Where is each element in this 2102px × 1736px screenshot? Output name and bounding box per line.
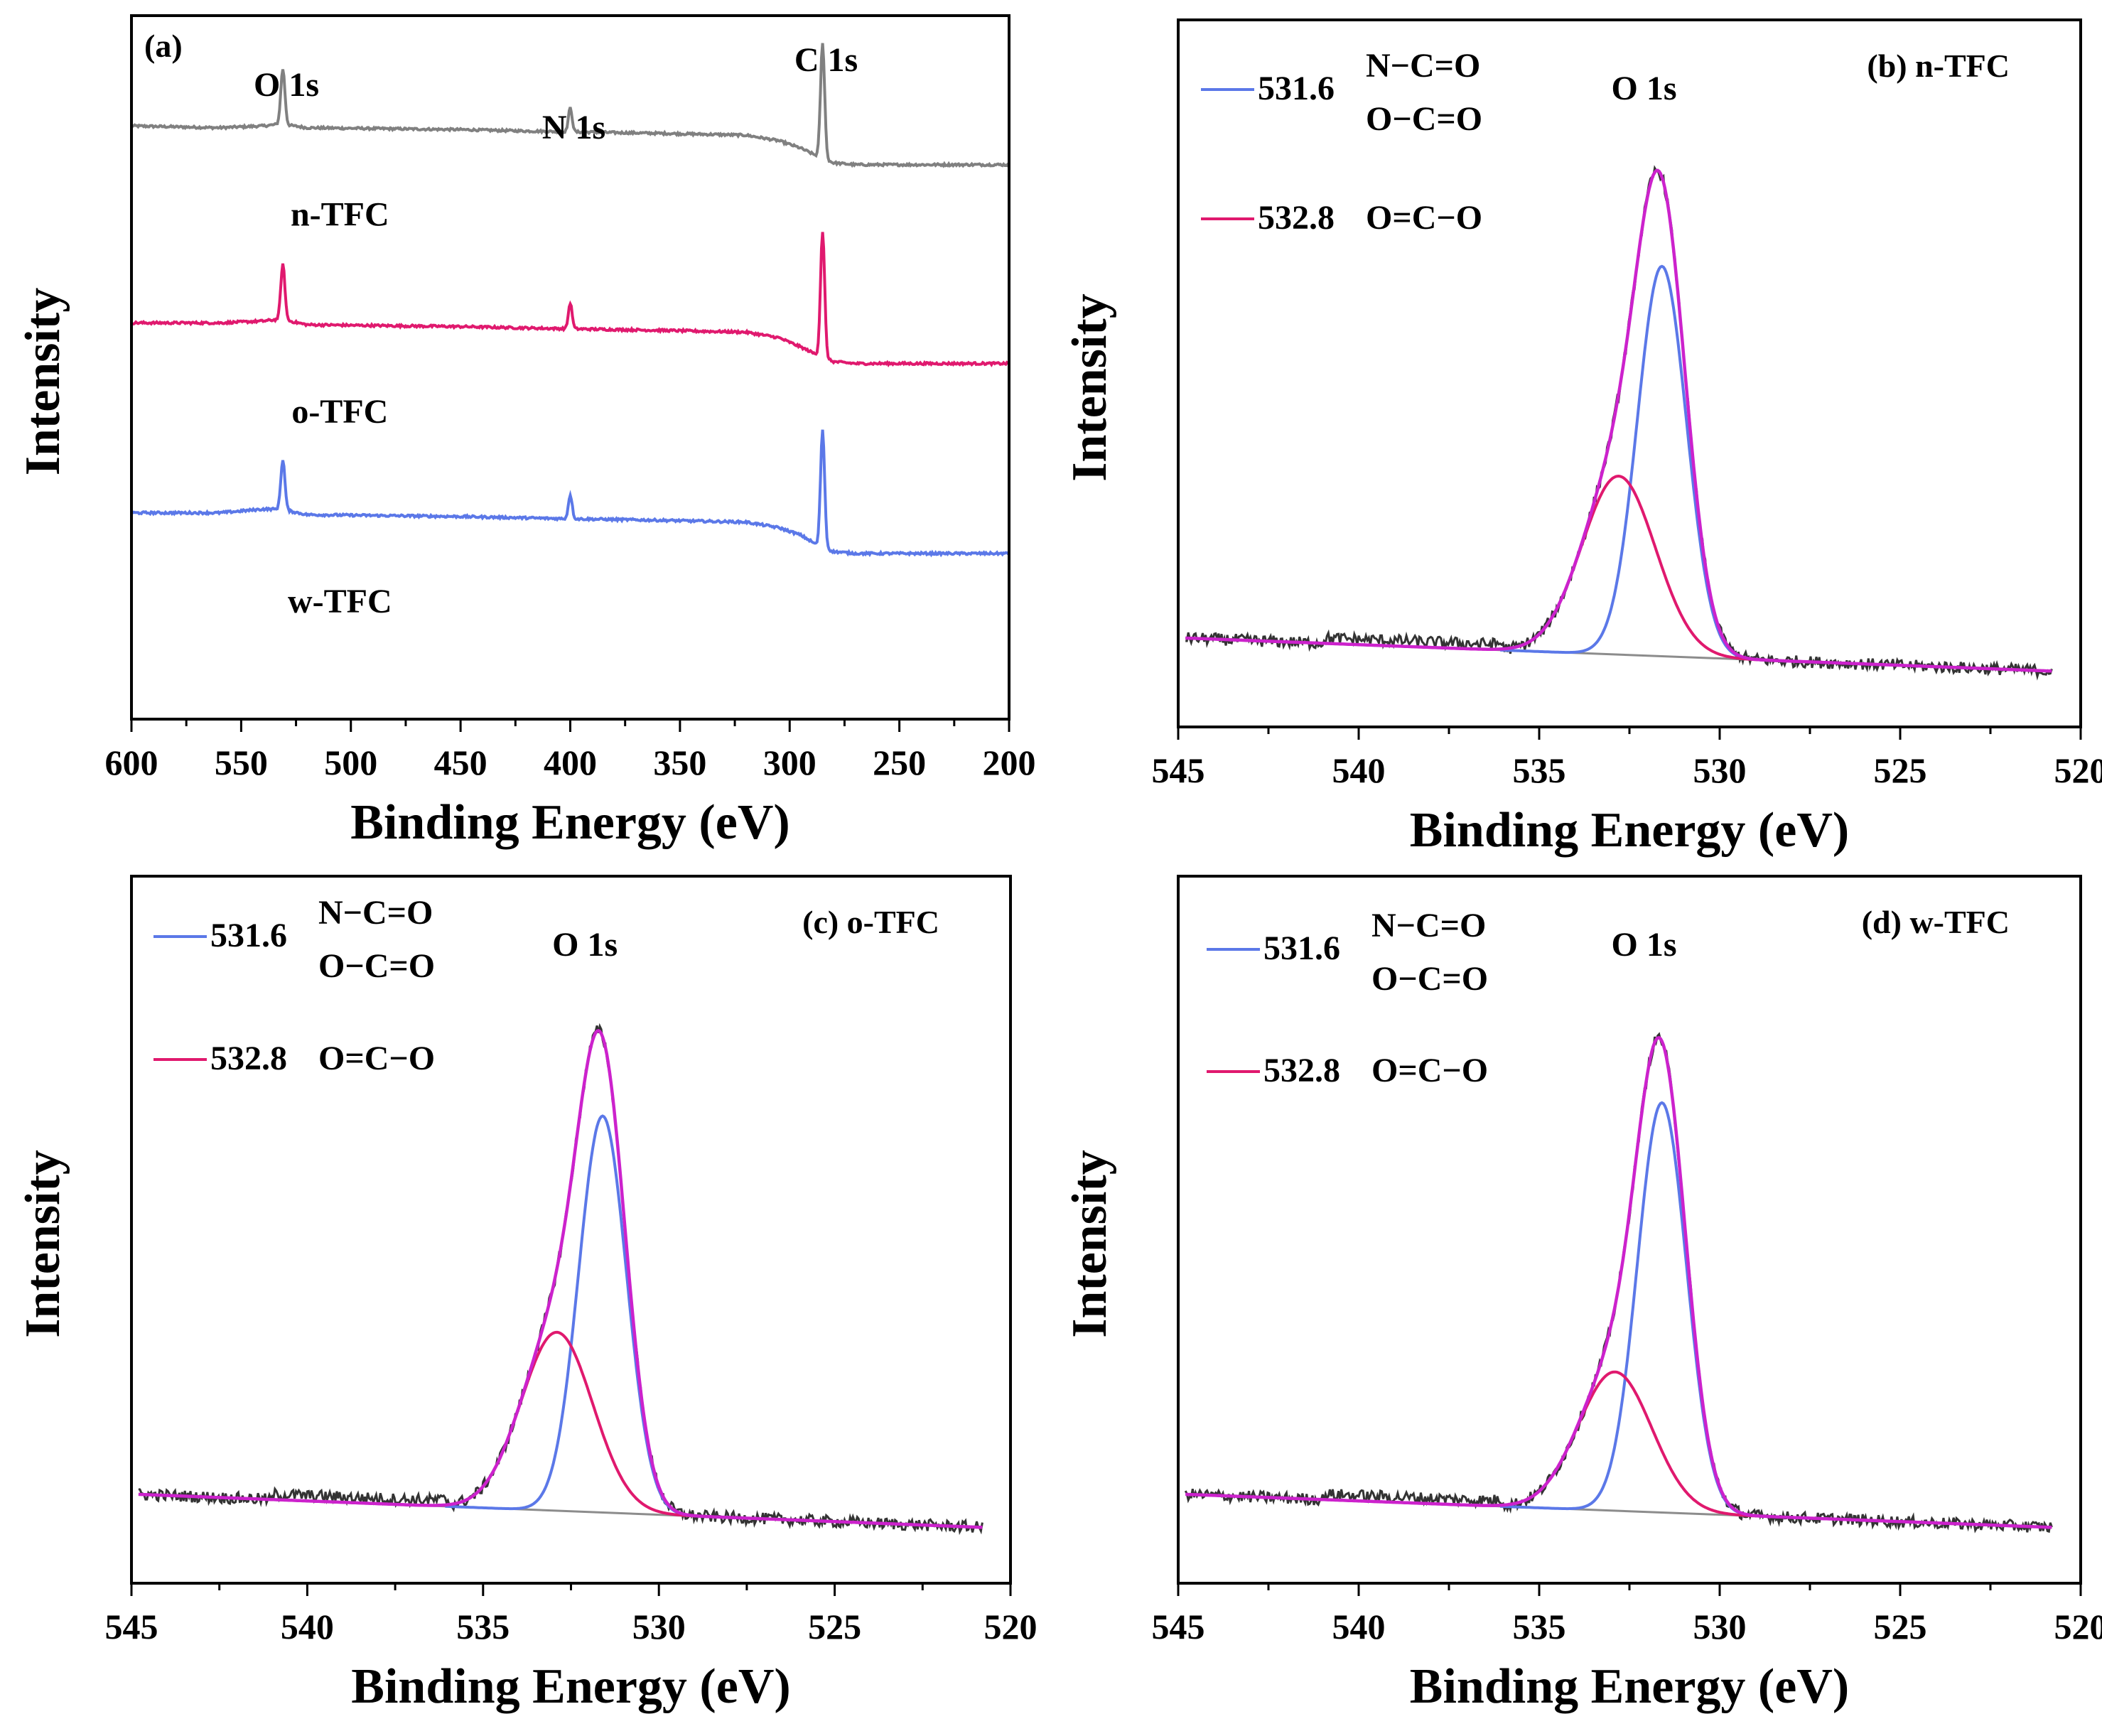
panel-b-xlabel: Binding Energy (eV)	[1410, 803, 1849, 858]
series-line-n-TFC	[130, 43, 1010, 168]
panel-c-legend-group-0-1: O−C=O	[318, 947, 435, 985]
panel-b-raw-data	[1185, 165, 2053, 681]
panel-label-c: (c) o-TFC	[802, 904, 939, 940]
panel-b-peak-label: O 1s	[1612, 70, 1677, 107]
panel-d-tick-label: 525	[1874, 1607, 1927, 1646]
panel-c-component-531-6	[445, 1114, 760, 1521]
panel-a-xlabel: Binding Energy (eV)	[350, 795, 789, 850]
panel-c-frame	[130, 875, 1012, 1585]
series-label-n-TFC: n-TFC	[291, 196, 389, 234]
panel-b-tick-label: 535	[1513, 750, 1566, 790]
panel-d-legend-group-0-1: O−C=O	[1371, 960, 1488, 998]
series-line-o-TFC	[131, 232, 1010, 368]
panel-c-legend-value-0: 531.6	[210, 917, 287, 954]
panel-d-legend-group-1-0: O=C−O	[1371, 1052, 1488, 1089]
peak-label-c-1s: C 1s	[794, 41, 858, 79]
panel-d-frame	[1177, 875, 2082, 1585]
panel-c-tick-label: 545	[105, 1607, 158, 1646]
chart-panel-d: 531.6 N−C=O O−C=O 532.8 O=C−O O 1s (d) w-TFC 54…	[1062, 875, 2102, 1714]
panel-c-tick-label: 535	[456, 1607, 510, 1646]
panel-b-tick-label: 525	[1874, 750, 1927, 790]
chart-panel-c: 531.6 N−C=O O−C=O 532.8 O=C−O O 1s (c) o-TFC 54…	[16, 875, 1037, 1714]
series-line-w-TFC	[131, 429, 1010, 558]
panel-c-legend-group-0-0: N−C=O	[318, 894, 433, 932]
panel-a-tick-label: 200	[983, 743, 1036, 782]
panel-c-tick-label: 530	[632, 1607, 686, 1646]
panel-a-ylabel: Intensity	[16, 288, 70, 475]
panel-d-peak-label: O 1s	[1612, 926, 1677, 964]
chart-panel-a: n-TFC o-TFC w-TFC O 1s N 1s C 1s (a) 600 550 500 4…	[16, 14, 1036, 850]
series-label-o-TFC: o-TFC	[291, 393, 388, 431]
panel-d-ylabel: Intensity	[1062, 1150, 1117, 1337]
panel-b-tick-label: 545	[1152, 750, 1205, 790]
panel-a-tick-label: 400	[544, 743, 597, 782]
panel-c-raw-data	[138, 1023, 983, 1536]
panel-d-tick-label: 520	[2054, 1607, 2102, 1646]
panel-d-tick-label: 540	[1332, 1607, 1386, 1646]
panel-a-tick-label: 550	[215, 743, 268, 782]
panel-label-d: (d) w-TFC	[1862, 904, 2010, 940]
panel-label-a: (a)	[144, 28, 183, 64]
panel-b-legend-group-0-0: N−C=O	[1366, 47, 1480, 85]
panel-d-legend-value-1: 532.8	[1263, 1052, 1340, 1089]
panel-d-xlabel: Binding Energy (eV)	[1410, 1659, 1849, 1714]
panel-b-component-531-6	[1500, 264, 1824, 664]
panel-c-legend-group-1-0: O=C−O	[318, 1040, 435, 1077]
panel-d-legend-group-0-0: N−C=O	[1371, 907, 1486, 944]
panel-a-tick-label: 250	[873, 743, 926, 782]
panel-c-tick-label: 540	[281, 1607, 334, 1646]
panel-c-envelope	[138, 1028, 983, 1529]
panel-d-component-531-6	[1500, 1101, 1824, 1521]
panel-b-legend-value-0: 531.6	[1258, 70, 1335, 107]
panel-c-ylabel: Intensity	[16, 1150, 70, 1337]
chart-panel-b: 531.6 N−C=O O−C=O 532.8 O=C−O O 1s (b) n-TFC 54…	[1062, 18, 2102, 858]
panel-b-frame	[1177, 18, 2082, 728]
panel-c-tick-label: 520	[984, 1607, 1037, 1646]
panel-d-envelope	[1185, 1035, 2052, 1529]
panel-b-legend-value-1: 532.8	[1258, 199, 1335, 237]
panel-c-xlabel: Binding Energy (eV)	[351, 1659, 790, 1714]
panel-a-tick-label: 600	[105, 743, 158, 782]
panel-a-tick-label: 350	[653, 743, 706, 782]
panel-b-tick-label: 540	[1332, 750, 1386, 790]
panel-d-legend-value-0: 531.6	[1263, 929, 1340, 967]
panel-d-tick-label: 530	[1693, 1607, 1747, 1646]
peak-label-o-1s: O 1s	[254, 66, 319, 104]
panel-c-component-532-8	[399, 1330, 716, 1519]
panel-label-b: (b) n-TFC	[1867, 48, 2010, 84]
peak-label-n-1s: N 1s	[542, 109, 605, 146]
panel-a-tick-label: 500	[324, 743, 377, 782]
panel-c-tick-label: 525	[808, 1607, 861, 1646]
panel-b-tick-label: 530	[1693, 750, 1747, 790]
panel-c-legend-value-1: 532.8	[210, 1040, 287, 1077]
panel-b-tick-label: 520	[2054, 750, 2102, 790]
panel-b-legend-group-0-1: O−C=O	[1366, 100, 1482, 138]
panel-b-envelope	[1185, 168, 2052, 673]
panel-b-ylabel: Intensity	[1062, 293, 1117, 481]
panel-d-tick-label: 535	[1513, 1607, 1566, 1646]
panel-a-tick-label: 450	[434, 743, 487, 782]
panel-c-peak-label: O 1s	[552, 926, 618, 964]
series-label-w-TFC: w-TFC	[288, 583, 392, 620]
panel-a-tick-label: 300	[763, 743, 816, 782]
panel-b-legend-group-1-0: O=C−O	[1366, 199, 1482, 237]
panel-d-tick-label: 545	[1152, 1607, 1205, 1646]
